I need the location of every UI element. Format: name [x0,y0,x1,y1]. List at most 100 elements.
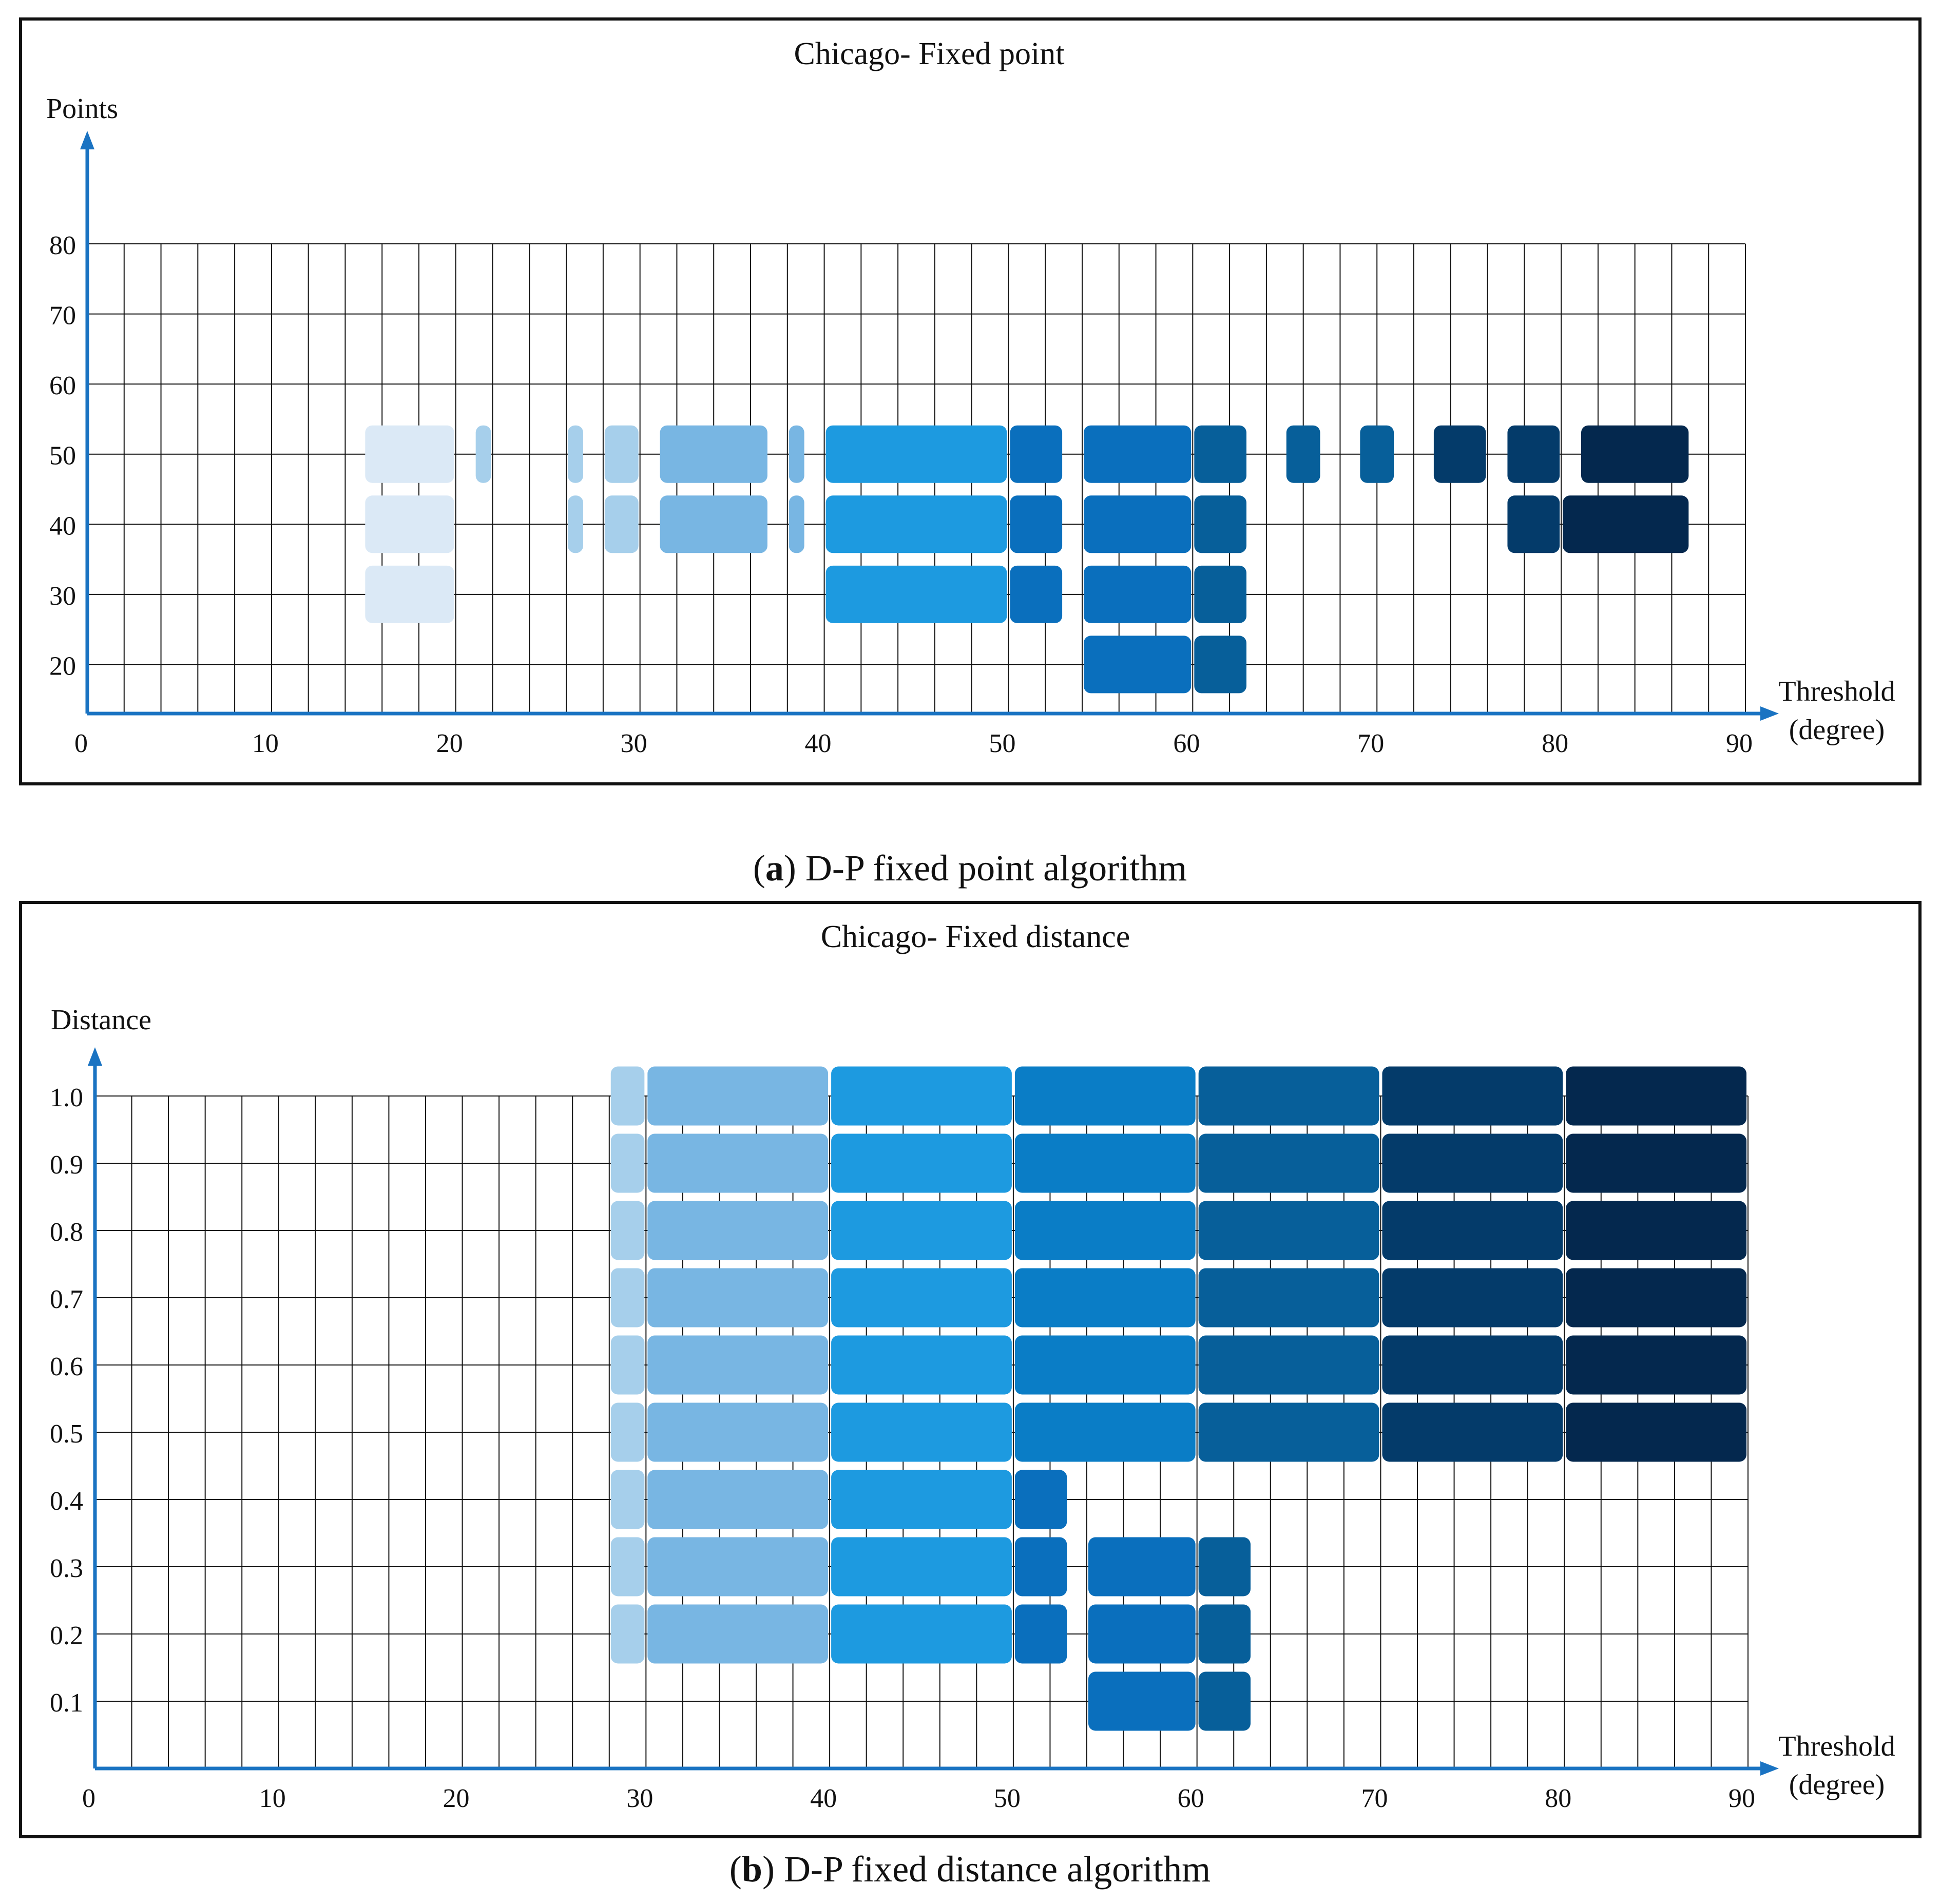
data-cell [610,1133,645,1193]
data-cell [610,1604,645,1664]
x-tick-label: 0 [82,1784,95,1813]
data-cell [831,1537,1012,1597]
data-cell [610,1268,645,1328]
data-cell [1382,1201,1563,1260]
x-tick-label: 10 [252,729,279,758]
data-cell [647,1268,829,1328]
data-cell [1198,1402,1379,1462]
data-cell [1084,425,1192,483]
chart-frame [19,901,1922,1838]
data-cell [831,1066,1012,1126]
y-tick-label: 50 [49,441,76,471]
x-tick-label: 70 [1357,729,1384,758]
data-cell [1084,636,1192,694]
caption-b: (b) D-P fixed distance algorithm [729,1849,1211,1890]
y-tick-label: 0.1 [50,1688,83,1718]
data-cell [1088,1537,1196,1597]
data-cell [1563,495,1689,553]
data-cell [1194,495,1246,553]
data-cell [831,1470,1012,1529]
data-cell [647,1537,829,1597]
data-cell [1014,1470,1067,1529]
data-cell [831,1268,1012,1328]
x-axis-label: (degree) [1789,714,1885,746]
x-tick-label: 80 [1545,1784,1571,1813]
data-cell [789,425,804,483]
data-cell [1382,1402,1563,1462]
fixed-point-chart: Chicago- Fixed point Points 20 30 40 50 60 70 80… [19,17,1922,785]
data-cell [647,1604,829,1664]
y-tick-label: 0.4 [50,1487,83,1516]
fixed-distance-chart: Chicago- Fixed distance Distance 0.1 0.2 0.3… [19,901,1922,1838]
data-cell [831,1133,1012,1193]
data-cell [1286,425,1320,483]
data-cell [1382,1335,1563,1395]
data-cell [831,1335,1012,1395]
x-tick-label: 40 [810,1784,837,1813]
data-cell [1014,1201,1196,1260]
data-cell [365,495,454,553]
data-cell [831,1201,1012,1260]
data-cell [1194,425,1246,483]
caption-a: (a) D-P fixed point algorithm [753,848,1187,889]
x-tick-label: 60 [1178,1784,1204,1813]
data-cell [568,425,583,483]
data-cell [1010,495,1063,553]
x-tick-label: 0 [74,729,88,758]
x-axis-label: Threshold [1778,1730,1895,1762]
data-cell [1088,1604,1196,1664]
data-cell [610,1537,645,1597]
y-tick-label: 0.2 [50,1621,83,1650]
x-axis-label: Threshold [1778,676,1895,707]
data-cell [610,1066,645,1126]
data-cell [604,425,639,483]
y-tick-label: 20 [49,651,76,681]
data-cell [831,1604,1012,1664]
x-tick-label: 90 [1726,729,1753,758]
data-cell [610,1402,645,1462]
y-tick-label: 0.5 [50,1419,83,1449]
data-cell [1014,1335,1196,1395]
y-axis-label: Points [46,93,118,125]
data-cell [1566,1268,1746,1328]
y-axis-label: Distance [51,1004,151,1036]
data-cell [1014,1537,1067,1597]
data-cell [825,425,1007,483]
data-cell [831,1402,1012,1462]
data-cell [1014,1133,1196,1193]
data-cell [647,1133,829,1193]
data-cell [647,1201,829,1260]
data-cell [825,565,1007,623]
x-axis-label: (degree) [1789,1769,1885,1801]
x-axis-arrow-icon [1760,1761,1779,1776]
data-cell [660,425,767,483]
data-cell [1382,1268,1563,1328]
data-cell [1433,425,1486,483]
data-cell [1507,495,1560,553]
x-tick-label: 40 [805,729,832,758]
data-cell [647,1066,829,1126]
data-cell [365,565,454,623]
data-cell [1198,1066,1379,1126]
chart-frame [19,17,1922,785]
data-cell [1194,565,1246,623]
y-tick-label: 30 [49,582,76,611]
data-cell [475,425,491,483]
data-cell [1084,565,1192,623]
data-cell [1581,425,1689,483]
data-cell [1088,1671,1196,1731]
data-cell [825,495,1007,553]
y-tick-label: 0.8 [50,1218,83,1247]
data-cell [660,495,767,553]
chart-title: Chicago- Fixed point [794,36,1065,71]
x-tick-label: 20 [436,729,463,758]
data-cell [1566,1133,1746,1193]
chart-title: Chicago- Fixed distance [821,919,1130,954]
x-tick-label: 90 [1728,1784,1755,1813]
y-axis-arrow-icon [80,131,94,149]
y-tick-label: 0.3 [50,1554,83,1583]
data-cell [1198,1537,1251,1597]
data-cell [1360,425,1394,483]
y-tick-label: 0.7 [50,1285,83,1314]
y-tick-label: 0.9 [50,1150,83,1180]
